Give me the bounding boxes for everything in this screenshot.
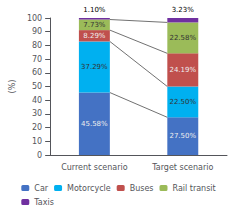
svg-text:27.50%: 27.50% bbox=[169, 132, 196, 140]
svg-text:7.73%: 7.73% bbox=[83, 21, 106, 29]
svg-text:70: 70 bbox=[32, 55, 42, 64]
svg-text:90: 90 bbox=[32, 27, 42, 36]
svg-text:1.10%: 1.10% bbox=[83, 6, 106, 14]
svg-text:Taxis: Taxis bbox=[33, 198, 54, 207]
svg-text:100: 100 bbox=[27, 14, 42, 23]
svg-text:37.29%: 37.29% bbox=[81, 63, 108, 71]
svg-text:22.58%: 22.58% bbox=[169, 34, 196, 42]
svg-text:Current scenario: Current scenario bbox=[61, 163, 128, 172]
svg-text:Buses: Buses bbox=[130, 184, 154, 193]
svg-text:50: 50 bbox=[32, 82, 42, 91]
svg-text:Rail transit: Rail transit bbox=[173, 184, 216, 193]
svg-text:45.58%: 45.58% bbox=[81, 120, 108, 128]
svg-text:40: 40 bbox=[32, 96, 42, 105]
svg-text:Car: Car bbox=[34, 184, 48, 193]
svg-text:3.23%: 3.23% bbox=[172, 6, 195, 14]
svg-text:30: 30 bbox=[32, 109, 42, 118]
svg-text:8.29%: 8.29% bbox=[83, 32, 106, 40]
svg-text:0: 0 bbox=[37, 151, 42, 160]
svg-text:(%): (%) bbox=[8, 80, 17, 94]
svg-text:10: 10 bbox=[32, 137, 42, 146]
svg-text:Motorcycle: Motorcycle bbox=[67, 184, 111, 193]
svg-text:24.19%: 24.19% bbox=[169, 66, 196, 74]
svg-text:22.50%: 22.50% bbox=[169, 98, 196, 106]
svg-text:Target scenario: Target scenario bbox=[151, 163, 213, 172]
svg-text:80: 80 bbox=[32, 41, 42, 50]
svg-text:20: 20 bbox=[32, 123, 42, 132]
svg-text:60: 60 bbox=[32, 68, 42, 77]
